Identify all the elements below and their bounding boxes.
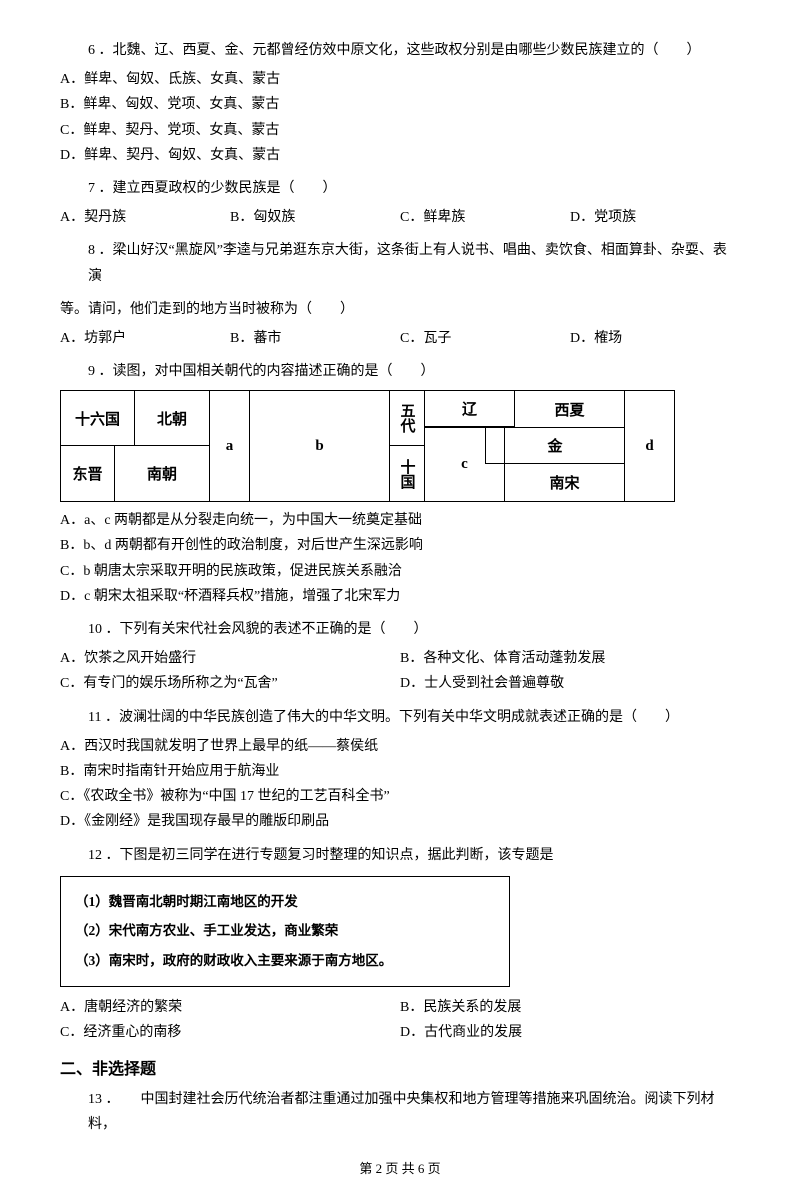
q7-opt-d: D．党项族 (570, 205, 740, 230)
q9-opt-c: C．b 朝唐太宗采取开明的民族政策，促进民族关系融洽 (60, 559, 740, 584)
q8-opt-c: C．瓦子 (400, 326, 570, 351)
q8-opt-a: A．坊郭户 (60, 326, 230, 351)
q12-box-l2: （2）宋代南方农业、手工业发达，商业繁荣 (75, 916, 495, 946)
q10-opt-d: D．士人受到社会普遍尊敬 (400, 671, 740, 696)
q12-opt-d: D．古代商业的发展 (400, 1020, 740, 1045)
q11-options: A．西汉时我国就发明了世界上最早的纸——蔡侯纸 B．南宋时指南针开始应用于航海业… (60, 734, 740, 835)
q9-diagram: 十六国 北朝 东晋 南朝 a b 五代 十国 辽 西夏 金 (60, 390, 740, 502)
q6-opt-b: B．鲜卑、匈奴、党项、女真、蒙古 (60, 92, 740, 117)
q9-cell-d: d (625, 390, 675, 502)
q8-options: A．坊郭户 B．蕃市 C．瓦子 D．榷场 (60, 326, 740, 351)
q9-cell-shiliu: 十六国 (60, 390, 135, 446)
q10-stem: 10 ．下列有关宋代社会风貌的表述不正确的是（ ） (88, 617, 740, 642)
q12-box-l1: （1）魏晋南北朝时期江南地区的开发 (75, 887, 495, 917)
q6-opt-a: A．鲜卑、匈奴、氐族、女真、蒙古 (60, 67, 740, 92)
q9-cell-shiguo: 十国 (390, 446, 425, 502)
q9-cell-c: c (425, 427, 505, 502)
q12-opt-b: B．民族关系的发展 (400, 995, 740, 1020)
q11-stem: 11 ．波澜壮阔的中华民族创造了伟大的中华文明。下列有关中华文明成就表述正确的是… (88, 705, 740, 730)
q9-opt-d: D．c 朝宋太祖采取“杯酒释兵权”措施，增强了北宋军力 (60, 584, 740, 609)
q10-options: A．饮茶之风开始盛行 B．各种文化、体育活动蓬勃发展 C．有专门的娱乐场所称之为… (60, 646, 740, 696)
q10-opt-c: C．有专门的娱乐场所称之为“瓦舍” (60, 671, 400, 696)
q10-opt-b: B．各种文化、体育活动蓬勃发展 (400, 646, 740, 671)
q9-cell-nansong: 南宋 (505, 464, 625, 502)
q6-opt-c: C．鲜卑、契丹、党项、女真、蒙古 (60, 118, 740, 143)
q7-opt-a: A．契丹族 (60, 205, 230, 230)
q8-opt-d: D．榷场 (570, 326, 740, 351)
q11-opt-c: C．《农政全书》被称为“中国 17 世纪的工艺百科全书” (60, 784, 740, 809)
q9-cell-liao: 辽 (425, 390, 515, 427)
q12-stem: 12 ．下图是初三同学在进行专题复习时整理的知识点，据此判断，该专题是 (88, 843, 740, 868)
q13-stem: 13 ． 中国封建社会历代统治者都注重通过加强中央集权和地方管理等措施来巩固统治… (88, 1087, 740, 1137)
q9-cell-jin: 金 (485, 427, 625, 464)
q11-opt-d: D．《金刚经》是我国现存最早的雕版印刷品 (60, 809, 740, 834)
q11-opt-b: B．南宋时指南针开始应用于航海业 (60, 759, 740, 784)
q9-cell-wudai: 五代 (390, 390, 425, 446)
q12-knowledge-box: （1）魏晋南北朝时期江南地区的开发 （2）宋代南方农业、手工业发达，商业繁荣 （… (60, 876, 510, 987)
q9-opt-b: B．b、d 两朝都有开创性的政治制度，对后世产生深远影响 (60, 533, 740, 558)
q9-cell-xixia: 西夏 (515, 390, 625, 427)
q8-stem-line2: 等。请问，他们走到的地方当时被称为（ ） (60, 297, 740, 322)
q12-opt-c: C．经济重心的南移 (60, 1020, 400, 1045)
q8-stem-line1: 8 ．梁山好汉“黑旋风”李逵与兄弟逛东京大街，这条街上有人说书、唱曲、卖饮食、相… (88, 238, 740, 288)
section-2-heading: 二、非选择题 (60, 1055, 740, 1079)
q9-options: A．a、c 两朝都是从分裂走向统一，为中国大一统奠定基础 B．b、d 两朝都有开… (60, 508, 740, 609)
q6-opt-d: D．鲜卑、契丹、匈奴、女真、蒙古 (60, 143, 740, 168)
q9-cell-dongjin: 东晋 (60, 446, 115, 502)
q7-opt-b: B．匈奴族 (230, 205, 400, 230)
q9-cell-a: a (210, 390, 250, 502)
q10-opt-a: A．饮茶之风开始盛行 (60, 646, 400, 671)
q12-opt-a: A．唐朝经济的繁荣 (60, 995, 400, 1020)
q7-options: A．契丹族 B．匈奴族 C．鲜卑族 D．党项族 (60, 205, 740, 230)
q9-stem: 9 ．读图，对中国相关朝代的内容描述正确的是（ ） (88, 359, 740, 384)
q7-stem: 7 ．建立西夏政权的少数民族是（ ） (88, 176, 740, 201)
q8-opt-b: B．蕃市 (230, 326, 400, 351)
page-footer: 第 2 页 共 6 页 (60, 1158, 740, 1177)
q12-options: A．唐朝经济的繁荣 B．民族关系的发展 C．经济重心的南移 D．古代商业的发展 (60, 995, 740, 1045)
q9-cell-b: b (250, 390, 390, 502)
q7-opt-c: C．鲜卑族 (400, 205, 570, 230)
q11-opt-a: A．西汉时我国就发明了世界上最早的纸——蔡侯纸 (60, 734, 740, 759)
q9-opt-a: A．a、c 两朝都是从分裂走向统一，为中国大一统奠定基础 (60, 508, 740, 533)
q9-cell-nanchao: 南朝 (115, 446, 210, 502)
q6-options: A．鲜卑、匈奴、氐族、女真、蒙古 B．鲜卑、匈奴、党项、女真、蒙古 C．鲜卑、契… (60, 67, 740, 168)
q9-cell-beichao: 北朝 (135, 390, 210, 446)
q12-box-l3: （3）南宋时，政府的财政收入主要来源于南方地区。 (75, 946, 495, 976)
q6-stem: 6 ．北魏、辽、西夏、金、元都曾经仿效中原文化，这些政权分别是由哪些少数民族建立… (88, 38, 740, 63)
